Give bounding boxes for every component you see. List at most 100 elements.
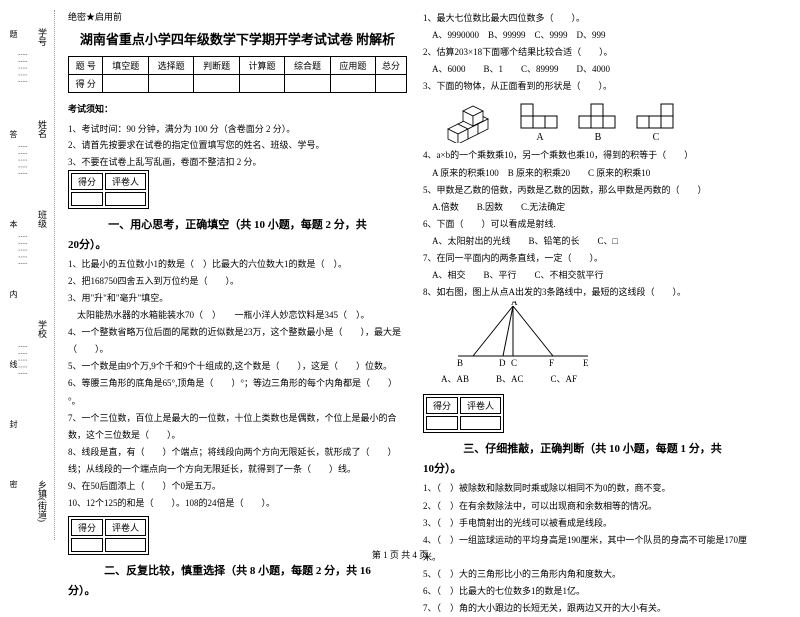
score-cell	[376, 75, 407, 93]
score-cell: 得 分	[69, 75, 103, 93]
question-text: 10、12个125的和是（ ）。108的24倍是（ ）。	[68, 495, 407, 512]
scorebox-cell	[105, 192, 146, 206]
side-cut: 内	[8, 290, 19, 298]
question-text: 1、（ ）被除数和除数同时乘或除以相同不为0的数，商不变。	[423, 480, 762, 497]
question-text: 2、估算203×18下面哪个结果比较合适（ ）。	[423, 44, 762, 61]
scorebox-cell	[71, 192, 103, 206]
score-cell: 总分	[376, 57, 407, 75]
pt-label: E	[583, 358, 589, 368]
scorebox-cell: 评卷人	[105, 519, 146, 536]
section-3-title: 三、仔细推敲，正确判断（共 10 小题，每题 1 分，共	[423, 440, 762, 456]
shape-option-a: A	[519, 102, 561, 143]
side-label: 姓名	[36, 120, 49, 138]
side-dots: ┊┊┊┊┊	[18, 144, 27, 178]
cube-diagram-row: A B C	[443, 99, 762, 143]
question-text: 2、把168750四舍五入到万位约是（ ）。	[68, 273, 407, 290]
shape-label: C	[635, 132, 677, 143]
confidential-label: 绝密★启用前	[68, 10, 407, 23]
question-text: 5、一个数是由9个万,9个千和9个十组成的,这个数是（ ），这是（ ）位数。	[68, 358, 407, 375]
side-label: 班级	[36, 210, 49, 228]
question-text: A 原来的积乘100 B 原来的积乘20 C 原来的积乘10	[423, 165, 762, 182]
scorebox-cell: 评卷人	[460, 397, 501, 414]
side-cut: 封	[8, 420, 19, 428]
section-3-title2: 10分）。	[423, 460, 762, 476]
question-text: 8、如右图，图上从点A出发的3条路线中，最短的这线段（ ）。	[423, 284, 762, 301]
score-cell	[239, 75, 284, 93]
shape-c-icon	[635, 102, 677, 132]
score-cell	[285, 75, 330, 93]
side-dots: ┊┊┊┊┊	[18, 234, 27, 268]
scorebox-cell	[460, 416, 501, 430]
side-dots: ┊┊┊┊┊	[18, 344, 27, 378]
side-cut: 题	[8, 30, 19, 38]
mini-score-box: 得分评卷人	[68, 170, 149, 209]
pt-label: F	[549, 358, 554, 368]
right-column: 1、最大七位数比最大四位数多（ ）。 A、9990000 B、99999 C、9…	[415, 10, 770, 545]
notice-title: 考试须知：	[68, 101, 407, 117]
notice-item: 2、请首先按要求在试卷的指定位置填写您的姓名、班级、学号。	[68, 137, 407, 153]
sec2-questions: 1、最大七位数比最大四位数多（ ）。 A、9990000 B、99999 C、9…	[423, 10, 762, 95]
question-text: A、9990000 B、99999 C、9999 D、999	[423, 27, 762, 44]
shape-option-b: B	[577, 102, 619, 143]
question-text: 3、下面的物体，从正面看到的形状是（ ）。	[423, 78, 762, 95]
shape-label: A	[519, 132, 561, 143]
side-cut: 密	[8, 480, 19, 488]
question-text: A、太阳射出的光线 B、铅笔的长 C、□	[423, 233, 762, 250]
score-cell: 填空题	[103, 57, 148, 75]
question-text: A、6000 B、1 C、89999 D、4000	[423, 61, 762, 78]
question-text: 6、等腰三角形的底角是65°,顶角是（ ）°；等边三角形的每个内角都是（ ）°。	[68, 375, 407, 409]
page-footer: 第 1 页 共 4 页	[0, 548, 800, 561]
section-2-title2: 分）。	[68, 582, 407, 598]
exam-title: 湖南省重点小学四年级数学下学期开学考试试卷 附解析	[68, 29, 407, 48]
question-text: 6、（ ）比最大的七位数多1的数是1亿。	[423, 583, 762, 600]
question-text: 7、（ ）角的大小跟边的长短无关，跟两边又开的大小有关。	[423, 600, 762, 617]
pt-label: C	[511, 358, 517, 368]
question-text: 4、一个整数省略万位后面的尾数的近似数是23万，这个整数最小是（ ），最大是（ …	[68, 324, 407, 358]
notice-block: 考试须知： 1、考试时间：90 分钟，满分为 100 分（含卷面分 2 分）。 …	[68, 101, 407, 170]
triangle-diagram: A B D C F E	[453, 301, 593, 371]
question-text: 7、一个三位数，百位上是最大的一位数，十位上类数也是偶数，个位上是最小的合数，这…	[68, 410, 407, 444]
scorebox-cell: 得分	[71, 519, 103, 536]
question-text: 3、（ ）手电筒射出的光线可以被看成是线段。	[423, 515, 762, 532]
question-text: A、相交 B、平行 C、不相交就平行	[423, 267, 762, 284]
section-1-title: 一、用心思考，正确填空（共 10 小题，每题 2 分，共	[68, 216, 407, 232]
side-cut: 本	[8, 220, 19, 228]
question-text: 1、最大七位数比最大四位数多（ ）。	[423, 10, 762, 27]
question-text: 2、（ ）在有余数除法中，可以出现商和余数相等的情况。	[423, 498, 762, 515]
pt-label: A	[511, 301, 518, 307]
shape-a-icon	[519, 102, 561, 132]
question-text: 5、（ ）大的三角形比小的三角形内角和度数大。	[423, 566, 762, 583]
pt-label: D	[499, 358, 506, 368]
pt-label: B	[457, 358, 463, 368]
binding-sideband: 学号 ┊┊┊┊┊ 姓名 ┊┊┊┊┊ 班级 ┊┊┊┊┊ 学校 ┊┊┊┊┊ 乡镇(街…	[0, 10, 55, 540]
question-text: A、AB B、AC C、AF	[423, 371, 762, 388]
question-text: 1、比最小的五位数小1的数是（ ）比最大的六位数大1的数是（ ）。	[68, 256, 407, 273]
shape-option-c: C	[635, 102, 677, 143]
score-cell	[194, 75, 239, 93]
side-label: 学号	[36, 28, 49, 46]
side-dots: ┊┊┊┊┊	[18, 52, 27, 86]
question-text: 7、在同一平面内的两条直线，一定（ ）。	[423, 250, 762, 267]
question-text: 3、用"升"和"毫升"填空。	[68, 290, 407, 307]
shape-label: B	[577, 132, 619, 143]
score-cell: 选择题	[148, 57, 193, 75]
sec2-questions: 4、a×b的一个乘数乘10，另一个乘数也乘10，得到的积等于（ ） A 原来的积…	[423, 147, 762, 301]
score-cell: 判断题	[194, 57, 239, 75]
scorebox-cell: 得分	[71, 173, 103, 190]
question-text: 5、甲数是乙数的倍数，丙数是乙数的因数，那么甲数是丙数的（ ）	[423, 182, 762, 199]
score-cell: 题 号	[69, 57, 103, 75]
score-cell	[330, 75, 375, 93]
score-cell: 计算题	[239, 57, 284, 75]
section-1-title2: 20分）。	[68, 236, 407, 252]
side-cut: 答	[8, 130, 19, 138]
notice-item: 1、考试时间：90 分钟，满分为 100 分（含卷面分 2 分）。	[68, 121, 407, 137]
question-text: 9、在50后面添上（ ）个0是五万。	[68, 478, 407, 495]
shape-b-icon	[577, 102, 619, 132]
scorebox-cell: 评卷人	[105, 173, 146, 190]
side-label: 学校	[36, 320, 49, 338]
mini-score-box: 得分评卷人	[423, 394, 504, 433]
question-text: 8、线段是直，有（ ）个端点；将线段向两个方向无限延长，就形成了（ ）线；从线段…	[68, 444, 407, 478]
question-text: 4、a×b的一个乘数乘10，另一个乘数也乘10，得到的积等于（ ）	[423, 147, 762, 164]
score-cell	[103, 75, 148, 93]
notice-item: 3、不要在试卷上乱写乱画，卷面不整洁扣 2 分。	[68, 154, 407, 170]
